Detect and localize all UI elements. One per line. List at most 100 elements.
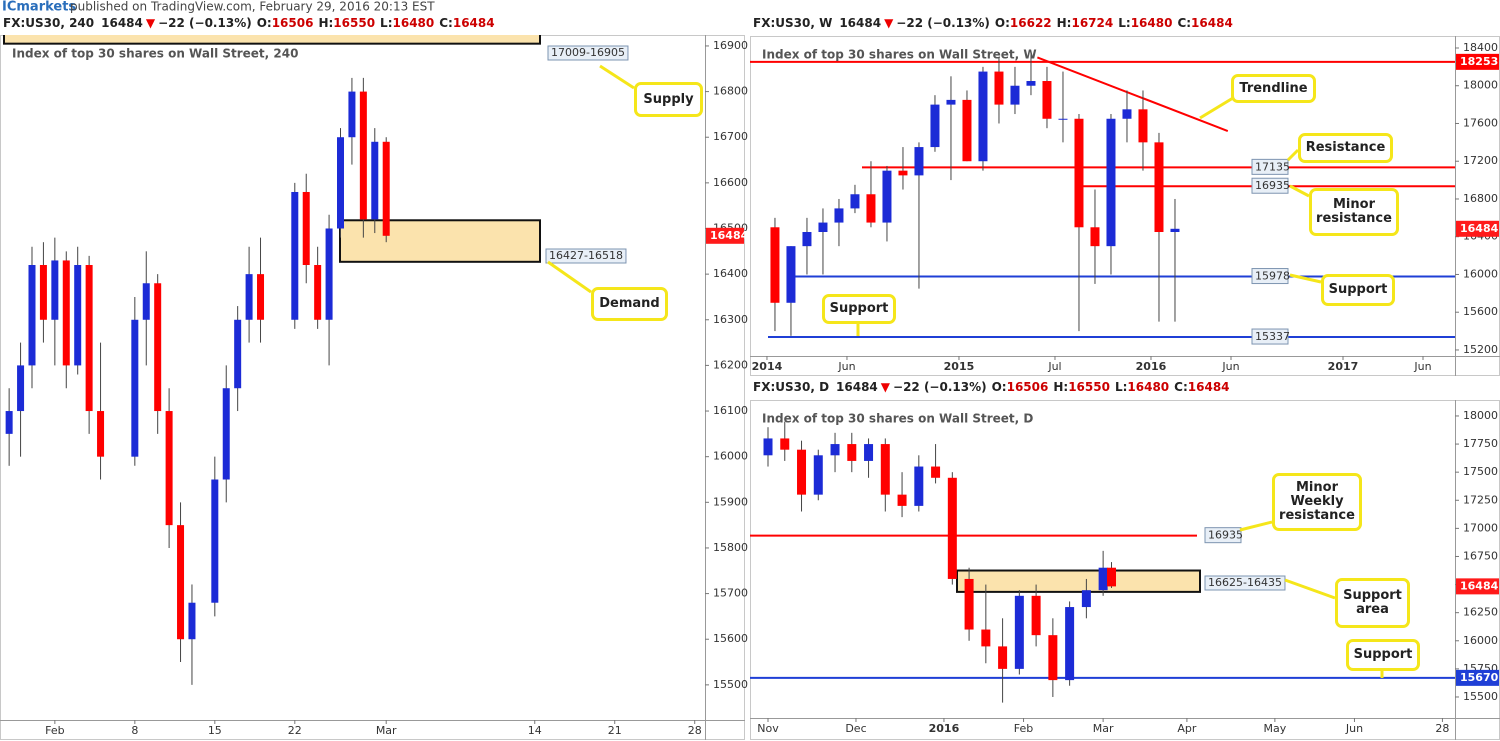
candle-body [177, 525, 185, 640]
candle-body [359, 91, 367, 220]
plot [750, 421, 1455, 703]
callout: Demand [591, 287, 668, 321]
x-tick-label: Mar [1093, 722, 1114, 735]
level-tag [1251, 268, 1289, 285]
y-tick-label: 16000 [1463, 267, 1498, 280]
ohlc-value: 16480 [1131, 16, 1173, 30]
ohlc-value: 16484 [453, 16, 495, 30]
y-tick-label: 18400 [1463, 41, 1498, 54]
y-tick-label: 17200 [1463, 154, 1498, 167]
chart-subtitle: Index of top 30 shares on Wall Street, 2… [12, 47, 298, 61]
last-price-box [706, 227, 744, 244]
zone-label: 16625-16435 [1208, 576, 1282, 589]
x-tick-label: Dec [845, 722, 866, 735]
y-tick-label: 16750 [1463, 549, 1498, 562]
candle-body [1074, 118, 1084, 228]
x-tick-label: Mar [376, 724, 397, 737]
candle-body [165, 411, 173, 526]
x-tick-label: Jun [837, 360, 855, 373]
symbol: FX:US30, 240 [3, 16, 94, 30]
candle-body [325, 228, 333, 320]
x-tick-label: Apr [1177, 722, 1197, 735]
candle-body [930, 104, 940, 148]
candle-body [834, 208, 844, 223]
y-tick-label: 15800 [713, 541, 748, 554]
candle-body [763, 438, 773, 456]
y-tick-label: 16000 [1463, 634, 1498, 647]
x-tick-label: 2016 [929, 722, 960, 735]
candle-body [85, 265, 93, 412]
symbol: FX:US30, W [753, 16, 832, 30]
y-tick-label: 16250 [1463, 606, 1498, 619]
candle-body [866, 194, 876, 223]
callout: Support [1321, 274, 1395, 306]
last-price: 16484 [839, 16, 881, 30]
candle-body [337, 137, 345, 229]
ohlc-label: L: [1118, 16, 1130, 30]
symbol: FX:US30, D [753, 380, 829, 394]
ohlc-label: C: [1174, 380, 1188, 394]
candle-body [1090, 227, 1100, 247]
y-tick-label: 18000 [1463, 409, 1498, 422]
candle-body [382, 141, 390, 236]
ohlc-label: C: [439, 16, 453, 30]
x-tick-label: Feb [1014, 722, 1033, 735]
ohlc-label: L: [380, 16, 392, 30]
x-tick-label: 2015 [944, 360, 975, 373]
ohlc-value: 16506 [272, 16, 314, 30]
candle-body [1081, 590, 1091, 608]
candle-body [1031, 595, 1041, 636]
x-tick-label: 22 [288, 724, 302, 737]
plot [750, 52, 1455, 339]
zone-tag [545, 248, 627, 264]
last-price: 16484 [101, 16, 143, 30]
candle-body [994, 71, 1004, 105]
x-tick-label: Nov [757, 722, 779, 735]
candle-body [1058, 118, 1068, 120]
y-tick-label: 16600 [713, 176, 748, 189]
level-tag [1251, 177, 1289, 194]
zone-tag [1204, 575, 1286, 591]
y-tick-label: 17750 [1463, 437, 1498, 450]
x-tick-label: Jun [1345, 722, 1363, 735]
ohlc-label: O: [257, 16, 272, 30]
candle-body [978, 71, 988, 162]
candle-body [1014, 595, 1024, 669]
ohlc-label: O: [992, 380, 1007, 394]
callout: Trendline [1231, 74, 1316, 103]
candle-body [1026, 81, 1036, 86]
last-price-label: 16484 [1460, 222, 1499, 235]
chart-header: FX:US30, W 16484 ▼ −22 (−0.13%) O:16622 H:167… [753, 16, 1233, 30]
candle-body [1042, 81, 1052, 119]
callout-pointer [1286, 148, 1300, 162]
candle-body [51, 260, 59, 320]
y-tick-label: 16200 [713, 358, 748, 371]
candle-body [131, 319, 139, 457]
last-price: 16484 [836, 380, 878, 394]
candle-body [797, 449, 807, 495]
x-tick-label: Feb [45, 724, 64, 737]
x-tick-label: 15 [208, 724, 222, 737]
x-tick-label: 21 [608, 724, 622, 737]
candle-body [142, 283, 150, 320]
level-tag [1251, 158, 1289, 175]
level-price-box [1456, 53, 1499, 70]
callout: Support [1346, 639, 1420, 671]
chart-header: FX:US30, D 16484 ▼ −22 (−0.13%) O:16506 H:165… [753, 380, 1230, 394]
candle-body [1106, 118, 1116, 247]
candle-body [17, 365, 25, 412]
y-tick-label: 15600 [1463, 305, 1498, 318]
level-label: 16935 [1255, 179, 1290, 192]
candle-body [947, 477, 957, 579]
zone [956, 569, 1201, 593]
ohlc-value: 16480 [393, 16, 435, 30]
callout-pointer [1284, 578, 1336, 600]
level-label: 15337 [1255, 330, 1290, 343]
callout-pointer [547, 260, 592, 294]
callout: Minor resistance [1309, 188, 1399, 236]
y-tick-label: 16800 [713, 85, 748, 98]
ohlc-label: O: [995, 16, 1010, 30]
y-tick-label: 15200 [1463, 343, 1498, 356]
y-tick-label: 15500 [1463, 690, 1498, 703]
candle-body [914, 147, 924, 176]
